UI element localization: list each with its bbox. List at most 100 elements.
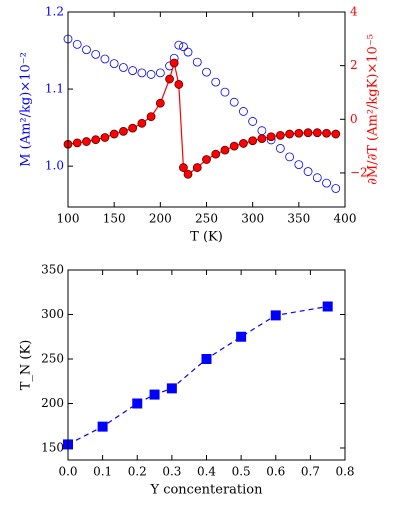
marker bbox=[239, 139, 248, 148]
marker bbox=[179, 163, 188, 172]
x-tick-label: 100 bbox=[57, 212, 80, 226]
x-axis-label: T (K) bbox=[190, 230, 223, 245]
marker bbox=[202, 67, 211, 77]
y-tick-label: 1.0 bbox=[45, 159, 64, 173]
y-tick-label: 350 bbox=[41, 263, 64, 277]
marker bbox=[248, 117, 258, 126]
marker bbox=[322, 301, 333, 312]
marker bbox=[257, 134, 267, 144]
marker bbox=[239, 107, 248, 116]
marker bbox=[229, 97, 239, 107]
marker bbox=[119, 63, 128, 72]
y-axis-label: T_N (K) bbox=[19, 340, 34, 391]
plot-frame bbox=[67, 269, 346, 461]
marker bbox=[174, 40, 184, 50]
x-tick-label: 0.1 bbox=[93, 465, 112, 479]
marker bbox=[303, 128, 313, 138]
x-tick-label: 0.0 bbox=[58, 465, 77, 479]
marker bbox=[128, 66, 138, 75]
y-tick-label: 150 bbox=[41, 440, 64, 454]
marker bbox=[137, 118, 147, 128]
marker bbox=[82, 137, 91, 146]
y-axis-label: M (Am²/kg)×10⁻² bbox=[19, 52, 34, 167]
marker bbox=[100, 133, 110, 142]
marker bbox=[312, 128, 322, 138]
marker bbox=[266, 132, 276, 142]
x-tick-label: 0.4 bbox=[197, 465, 216, 479]
marker bbox=[132, 398, 143, 409]
marker bbox=[169, 58, 179, 68]
marker bbox=[155, 98, 165, 108]
x-axis-label: Y concenteration bbox=[149, 483, 263, 498]
marker bbox=[166, 383, 177, 394]
marker bbox=[211, 77, 221, 87]
y-tick-label: 200 bbox=[41, 396, 64, 410]
marker bbox=[331, 129, 341, 139]
marker bbox=[312, 173, 322, 183]
marker bbox=[109, 59, 119, 69]
marker bbox=[322, 178, 331, 188]
x-tick-label: 0.2 bbox=[128, 465, 147, 479]
marker bbox=[146, 70, 156, 79]
marker bbox=[220, 87, 230, 97]
x-tick-label: 0.7 bbox=[301, 465, 320, 479]
plot-frame bbox=[67, 11, 346, 208]
y-tick-label: −2 bbox=[350, 165, 368, 179]
x-tick-label: 350 bbox=[287, 212, 310, 226]
y-tick-label: 300 bbox=[41, 307, 64, 321]
marker bbox=[285, 152, 295, 162]
marker bbox=[72, 39, 82, 49]
marker bbox=[128, 123, 138, 133]
x-tick-label: 400 bbox=[334, 212, 357, 226]
marker bbox=[257, 126, 267, 136]
marker bbox=[211, 149, 221, 159]
x-tick-label: 250 bbox=[195, 212, 218, 226]
marker bbox=[72, 138, 82, 148]
x-tick-label: 0.6 bbox=[266, 465, 285, 479]
y-tick-label: 1.2 bbox=[45, 5, 64, 19]
marker bbox=[137, 68, 147, 78]
marker bbox=[100, 54, 110, 64]
marker bbox=[202, 155, 211, 164]
marker bbox=[294, 160, 304, 170]
marker bbox=[303, 167, 313, 176]
marker bbox=[285, 129, 295, 139]
marker bbox=[270, 310, 281, 321]
y-tick-label: 250 bbox=[41, 351, 64, 365]
marker bbox=[109, 129, 119, 139]
marker bbox=[236, 331, 247, 342]
marker bbox=[248, 136, 258, 146]
x-tick-label: 300 bbox=[241, 212, 264, 226]
marker bbox=[82, 45, 91, 55]
marker bbox=[119, 126, 128, 136]
marker bbox=[220, 145, 230, 155]
series-line bbox=[67, 62, 336, 176]
x-tick-label: 0.8 bbox=[335, 465, 354, 479]
marker bbox=[192, 57, 202, 67]
x-tick-label: 0.5 bbox=[232, 465, 251, 479]
marker bbox=[179, 42, 188, 52]
marker bbox=[229, 141, 239, 151]
x-tick-label: 150 bbox=[103, 212, 126, 226]
y2-axis-label: ∂M/∂T (Am²/kgK)×10⁻⁵ bbox=[366, 34, 381, 185]
marker bbox=[91, 135, 101, 145]
marker bbox=[275, 144, 285, 153]
marker bbox=[294, 128, 304, 138]
marker bbox=[146, 112, 156, 122]
marker bbox=[174, 80, 184, 89]
marker bbox=[192, 163, 202, 172]
marker bbox=[331, 184, 341, 193]
x-tick-label: 0.3 bbox=[162, 465, 181, 479]
y-tick-label: 2 bbox=[350, 58, 358, 72]
marker bbox=[155, 68, 165, 78]
marker bbox=[165, 74, 174, 84]
marker bbox=[183, 47, 193, 57]
marker bbox=[201, 353, 212, 364]
x-tick-label: 200 bbox=[149, 212, 172, 226]
marker bbox=[91, 49, 101, 59]
y-tick-label: 4 bbox=[350, 5, 358, 19]
marker bbox=[97, 421, 108, 432]
marker bbox=[275, 130, 285, 140]
marker bbox=[183, 169, 193, 179]
